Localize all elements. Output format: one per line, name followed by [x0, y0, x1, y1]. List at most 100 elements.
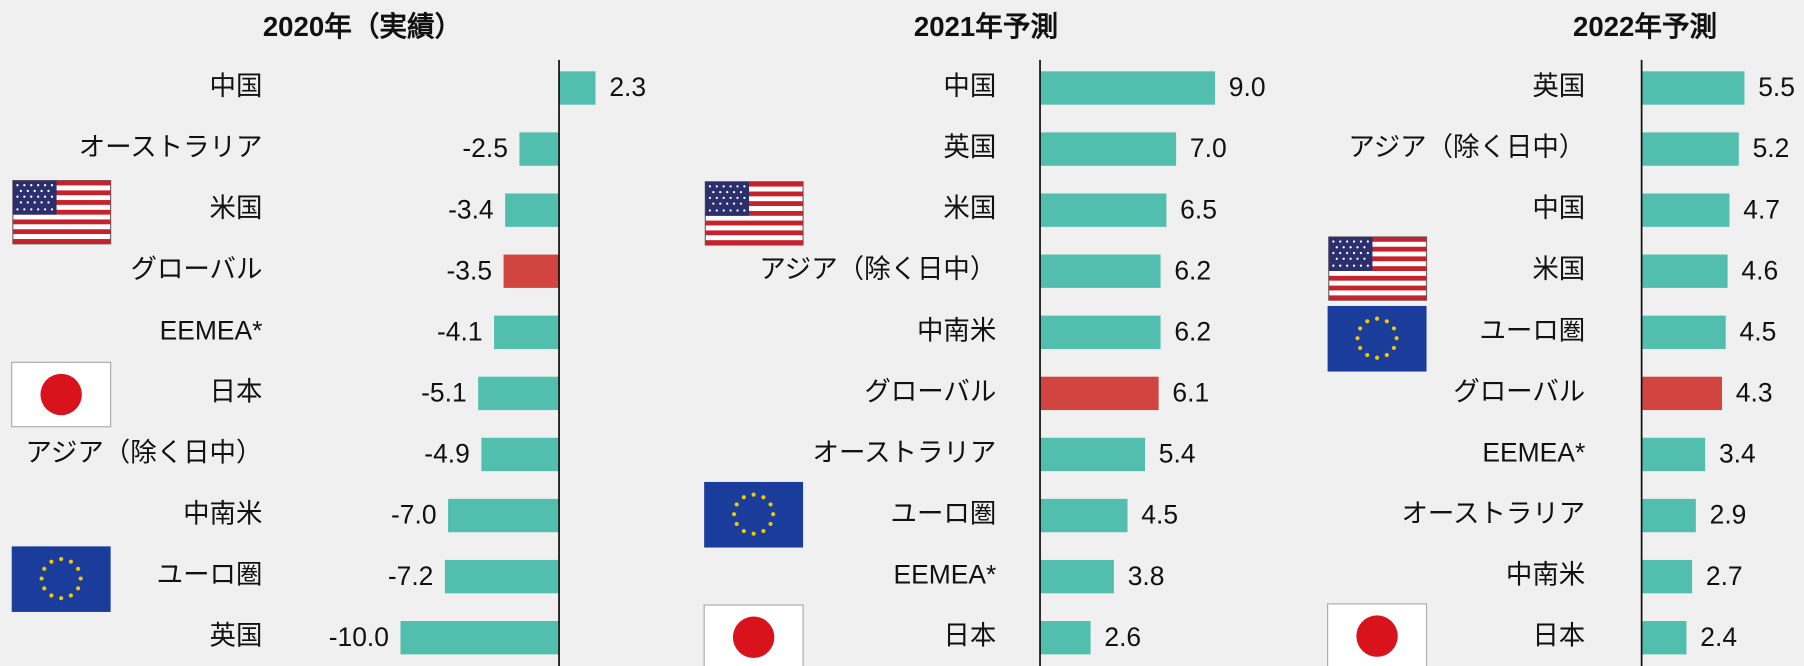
chart-title: 2022年予測 [1573, 11, 1717, 42]
flag-icon [1327, 603, 1428, 666]
bar [1641, 559, 1693, 594]
bar [1040, 559, 1114, 594]
category-label: 日本 [943, 621, 996, 651]
category-label: 中南米 [183, 499, 262, 529]
value-label: 7.0 [1190, 133, 1227, 163]
bar [505, 193, 560, 227]
chart-title: 2020年（実績） [263, 11, 462, 42]
bar [1641, 132, 1739, 166]
value-label: 2.4 [1700, 622, 1737, 652]
category-label: 中国 [1532, 193, 1585, 223]
bar [1641, 315, 1726, 349]
value-label: 2.9 [1710, 500, 1747, 530]
value-label: 4.3 [1736, 378, 1773, 408]
value-label: 6.1 [1172, 378, 1209, 408]
value-label: 6.2 [1174, 316, 1211, 346]
category-label: オーストラリア [79, 132, 263, 162]
bar [503, 254, 560, 288]
category-label: アジア（除く日中） [26, 437, 263, 467]
flag-icon [704, 181, 804, 246]
value-label: 4.5 [1740, 316, 1777, 346]
bar [1040, 193, 1167, 227]
chart-title: 2021年予測 [914, 11, 1058, 42]
value-label: -3.4 [448, 194, 494, 224]
category-label: 中南米 [1506, 560, 1585, 590]
value-label: -4.1 [437, 316, 483, 346]
value-label: 4.6 [1741, 255, 1778, 285]
bar [519, 132, 560, 166]
bar [1641, 437, 1706, 472]
category-label: 中国 [210, 71, 263, 101]
bar [494, 315, 560, 349]
category-label: ユーロ圏 [1479, 315, 1585, 345]
bar [1040, 132, 1177, 166]
bar [448, 498, 560, 533]
flag-icon [703, 604, 804, 666]
category-label: グローバル [1453, 376, 1585, 406]
flag-icon [1327, 305, 1427, 372]
value-label: -10.0 [329, 622, 389, 652]
bar [1040, 376, 1159, 411]
bar [1040, 498, 1128, 533]
value-label: 4.5 [1141, 500, 1178, 530]
category-label: ユーロ圏 [157, 560, 263, 590]
value-label: 5.5 [1758, 72, 1795, 102]
bar [1641, 621, 1687, 655]
category-label: 英国 [210, 621, 263, 651]
category-label: 英国 [943, 132, 996, 162]
category-label: 中南米 [917, 315, 996, 345]
value-label: 5.4 [1159, 439, 1196, 469]
bar [1641, 71, 1745, 105]
category-label: EEMEA* [893, 560, 996, 590]
bar [1040, 437, 1146, 472]
category-label: アジア（除く日中） [759, 254, 996, 284]
category-label: EEMEA* [1482, 437, 1585, 467]
value-label: 2.3 [609, 72, 646, 102]
category-label: グローバル [131, 254, 263, 284]
category-label: 中国 [943, 71, 996, 101]
value-label: -3.5 [446, 255, 492, 285]
bar [400, 621, 560, 655]
bar [1040, 621, 1091, 655]
category-label: 米国 [943, 193, 996, 223]
value-label: -4.9 [424, 439, 470, 469]
category-label: グローバル [864, 376, 996, 406]
flag-icon [11, 361, 112, 428]
value-label: 6.5 [1180, 194, 1217, 224]
bar [1040, 315, 1161, 349]
value-label: 4.7 [1743, 194, 1780, 224]
value-label: 3.8 [1128, 561, 1165, 591]
value-label: -5.1 [421, 378, 467, 408]
flag-icon [704, 481, 804, 548]
bar [478, 376, 560, 411]
bar [1641, 376, 1722, 411]
bar [1641, 254, 1728, 288]
value-label: -7.0 [391, 500, 437, 530]
bar [1641, 498, 1696, 533]
value-label: 2.7 [1706, 561, 1743, 591]
value-label: 3.4 [1719, 439, 1756, 469]
value-label: 2.6 [1104, 622, 1141, 652]
flag-icon [1328, 236, 1428, 301]
bar [559, 71, 596, 105]
category-label: オーストラリア [813, 437, 997, 467]
value-label: 5.2 [1753, 133, 1790, 163]
value-label: -7.2 [388, 561, 434, 591]
value-label: -2.5 [462, 133, 508, 163]
bar [1641, 193, 1730, 227]
flag-icon [12, 180, 112, 245]
category-label: 米国 [1532, 254, 1585, 284]
flag-icon [11, 546, 111, 612]
category-label: 英国 [1532, 71, 1585, 101]
value-label: 6.2 [1174, 255, 1211, 285]
category-label: アジア（除く日中） [1348, 132, 1585, 162]
bar [481, 437, 560, 472]
category-label: EEMEA* [160, 315, 263, 345]
category-label: 日本 [210, 376, 263, 406]
bar [1040, 254, 1161, 288]
category-label: 米国 [210, 193, 263, 223]
category-label: 日本 [1532, 621, 1585, 651]
bar [444, 559, 560, 594]
bar [1040, 71, 1215, 105]
